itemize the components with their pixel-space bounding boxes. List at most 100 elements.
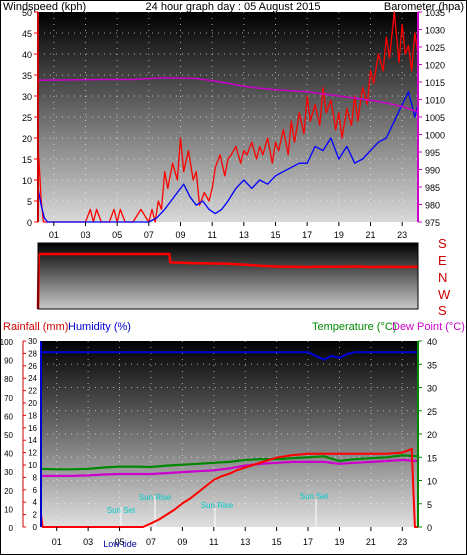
x-tick-label: 13	[239, 230, 249, 240]
x-tick-label: 07	[146, 537, 156, 547]
humidity-axis-label: Humidity (%)	[68, 321, 131, 333]
baro-tick-label: 1030	[425, 26, 445, 36]
temperature-tick-label: 25	[427, 407, 437, 417]
x-tick-label: 19	[334, 230, 344, 240]
humidity-y-ticks: 0 10 20 30 40 50 60 70 80 90 100	[0, 338, 14, 533]
climate-x-ticks: 01 03 05 07 09 11 13 15 17 19 21 23	[52, 527, 407, 547]
x-tick-label: 07	[144, 230, 154, 240]
series-wind-direction	[36, 252, 419, 310]
climate-plot-grid	[41, 341, 418, 527]
rain-tick-label: 8	[33, 473, 38, 482]
wind-plot-area	[38, 12, 418, 222]
rain-tick-label: 16	[28, 424, 37, 433]
temperature-axis-label: Temperature (°C)	[312, 321, 396, 333]
wind-tick-label: 50	[22, 8, 32, 18]
wind-tick-label: 40	[22, 50, 32, 60]
x-tick-label: 15	[270, 230, 280, 240]
sun-marker-label-2: Sun Rise	[139, 493, 172, 502]
humidity-tick-label: 100	[0, 338, 14, 347]
sun-marker-label-4: Sun Set	[300, 492, 329, 501]
wind-series	[37, 11, 419, 223]
rain-tick-label: 22	[28, 387, 37, 396]
rain-tick-label: 12	[28, 449, 37, 458]
x-tick-label: 19	[334, 537, 344, 547]
series-average	[37, 91, 419, 223]
humidity-tick-label: 50	[4, 431, 13, 440]
temperature-tick-label: 20	[427, 430, 437, 440]
humidity-tick-label: 70	[4, 394, 13, 403]
baro-tick-label: 1025	[425, 43, 445, 53]
wind-tick-label: 5	[27, 197, 32, 207]
baro-tick-label: 1005	[425, 113, 445, 123]
low-tide-label: Low tide	[103, 539, 137, 549]
rain-tick-label: 6	[33, 486, 38, 495]
wind-tick-label: 10	[22, 176, 32, 186]
rain-tick-label: 2	[33, 511, 38, 520]
dir-label-n: N	[438, 270, 447, 285]
wind-tick-label: 15	[22, 155, 32, 165]
x-tick-label: 01	[52, 537, 62, 547]
baro-tick-label: 985	[425, 183, 440, 193]
temperature-tick-label: 5	[427, 500, 432, 510]
rain-tick-label: 14	[28, 436, 37, 445]
x-tick-label: 21	[366, 537, 376, 547]
baro-tick-label: 1000	[425, 131, 445, 141]
rain-tick-label: 20	[28, 399, 37, 408]
x-tick-label: 15	[272, 537, 282, 547]
baro-axis-label: Barometer (hpa)	[384, 1, 464, 13]
baro-tick-label: 995	[425, 148, 440, 158]
temperature-tick-label: 0	[427, 523, 432, 533]
rain-axis-label: Rainfall (mm)	[3, 321, 68, 333]
wind-tick-label: 0	[27, 218, 32, 228]
humidity-tick-label: 0	[9, 524, 14, 533]
dewpoint-axis-label: Dew Point (°C)	[392, 321, 465, 333]
x-tick-label: 05	[112, 230, 122, 240]
humidity-tick-label: 80	[4, 375, 13, 384]
baro-tick-label: 990	[425, 166, 440, 176]
x-tick-label: 01	[49, 230, 59, 240]
rain-tick-label: 30	[28, 337, 37, 346]
chart-title: 24 hour graph day : 05 August 2015	[146, 1, 321, 13]
x-tick-label: 09	[177, 537, 187, 547]
wind-axis-label: Windspeed (kph)	[3, 1, 86, 13]
humidity-tick-label: 10	[4, 505, 13, 514]
series-gust	[37, 11, 419, 223]
wind-tick-label: 25	[22, 113, 32, 123]
x-tick-label: 03	[80, 230, 90, 240]
direction-series	[36, 252, 419, 310]
temperature-tick-label: 15	[427, 453, 437, 463]
climate-series	[40, 351, 419, 528]
dir-label-e: E	[438, 253, 447, 268]
baro-tick-label: 975	[425, 218, 440, 228]
baro-tick-label: 1020	[425, 61, 445, 71]
temperature-y-ticks: 0 5 10 15 20 25 30 35 40	[418, 337, 437, 533]
rain-tick-label: 4	[33, 498, 38, 507]
dir-label-s-top: S	[438, 236, 447, 251]
wind-tick-label: 35	[22, 71, 32, 81]
temperature-tick-label: 40	[427, 337, 437, 347]
series-humidity	[41, 351, 418, 361]
direction-labels: S E N W S	[438, 236, 451, 318]
x-tick-label: 21	[365, 230, 375, 240]
dir-label-w: W	[438, 287, 451, 302]
wind-tick-label: 20	[22, 134, 32, 144]
x-tick-label: 23	[397, 230, 407, 240]
series-temperature	[40, 454, 419, 471]
x-tick-label: 11	[209, 537, 218, 547]
rain-tick-label: 0	[33, 523, 38, 532]
humidity-tick-label: 60	[4, 412, 13, 421]
climate-plot-area	[41, 341, 418, 527]
x-tick-label: 17	[302, 230, 312, 240]
humidity-tick-label: 30	[4, 468, 13, 477]
baro-tick-label: 1010	[425, 96, 445, 106]
rain-tick-label: 24	[28, 374, 37, 383]
rain-tick-label: 26	[28, 362, 37, 371]
x-tick-label: 23	[397, 537, 407, 547]
wind-tick-label: 45	[22, 29, 32, 39]
x-tick-label: 03	[83, 537, 93, 547]
sun-marker-label-3: Sun Rise	[201, 501, 234, 510]
rain-tick-label: 18	[28, 411, 37, 420]
x-tick-label: 11	[207, 230, 216, 240]
series-rainfall	[40, 447, 418, 528]
